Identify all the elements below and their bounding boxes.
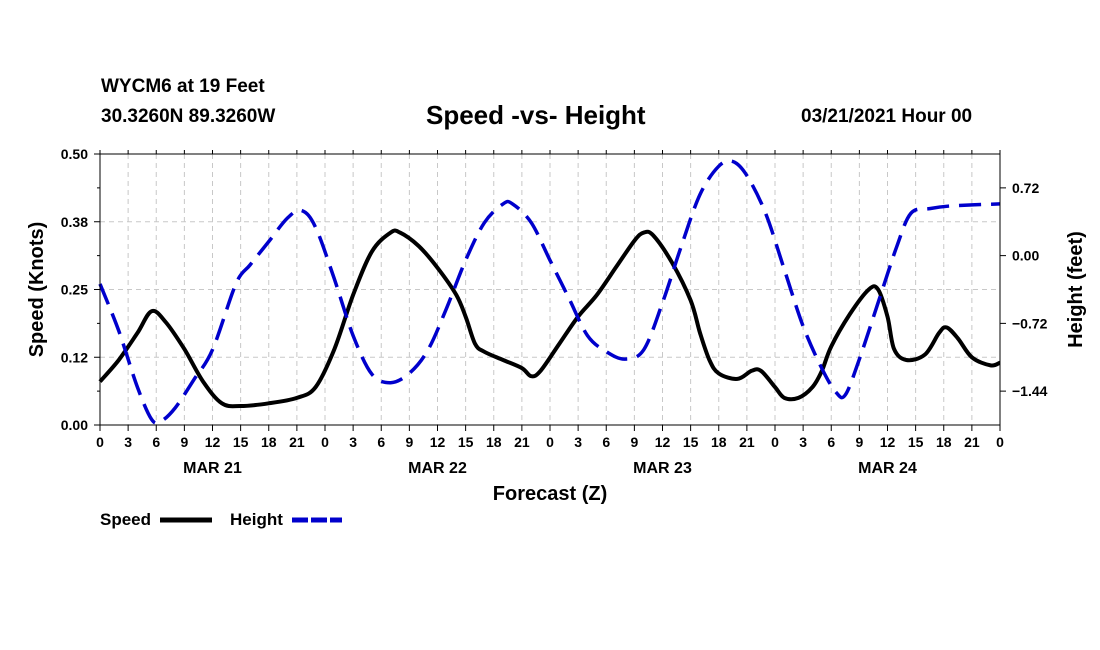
legend: Speed Height xyxy=(100,510,342,529)
x-tick-label: 21 xyxy=(289,434,305,450)
day-label: MAR 22 xyxy=(408,460,467,477)
x-tick-label: 15 xyxy=(458,434,474,450)
y-axis-label-left: Speed (Knots) xyxy=(26,222,48,358)
day-label: MAR 23 xyxy=(633,460,692,477)
x-tick-label: 6 xyxy=(152,434,160,450)
station-label: WYCM6 at 19 Feet xyxy=(101,76,265,97)
x-tick-label: 15 xyxy=(908,434,924,450)
x-tick-label: 9 xyxy=(855,434,863,450)
x-tick-label: 9 xyxy=(630,434,638,450)
legend-label-speed: Speed xyxy=(100,510,151,529)
x-tick-label: 0 xyxy=(771,434,779,450)
chart-title: Speed -vs- Height xyxy=(426,100,646,130)
y-tick-label-right: 0.00 xyxy=(1012,248,1039,264)
x-tick-label: 0 xyxy=(546,434,554,450)
series-line-height xyxy=(98,159,1001,425)
x-tick-label: 15 xyxy=(233,434,249,450)
y-tick-label-right: 0.72 xyxy=(1012,180,1039,196)
x-tick-label: 12 xyxy=(205,434,221,450)
y-tick-label-left: 0.38 xyxy=(61,214,88,230)
x-tick-label: 12 xyxy=(655,434,671,450)
x-tick-label: 12 xyxy=(880,434,896,450)
x-tick-label: 21 xyxy=(514,434,530,450)
x-tick-label: 0 xyxy=(996,434,1004,450)
x-tick-label: 0 xyxy=(96,434,104,450)
y-tick-label-left: 0.25 xyxy=(61,282,88,298)
x-tick-label: 3 xyxy=(349,434,357,450)
x-tick-label: 3 xyxy=(574,434,582,450)
y-tick-label-left: 0.12 xyxy=(61,349,88,365)
x-tick-label: 3 xyxy=(799,434,807,450)
x-tick-label: 21 xyxy=(964,434,980,450)
coords-label: 30.3260N 89.3260W xyxy=(101,106,276,127)
day-label: MAR 21 xyxy=(183,460,242,477)
datetime-label: 03/21/2021 Hour 00 xyxy=(801,106,973,127)
x-tick-label: 18 xyxy=(261,434,277,450)
series-layer xyxy=(98,159,1001,425)
y-tick-label-right: −1.44 xyxy=(1012,383,1048,399)
x-tick-label: 15 xyxy=(683,434,699,450)
x-tick-label: 18 xyxy=(486,434,502,450)
x-tick-label: 18 xyxy=(936,434,952,450)
day-label: MAR 24 xyxy=(858,460,917,477)
x-tick-label: 9 xyxy=(405,434,413,450)
x-tick-label: 12 xyxy=(430,434,446,450)
x-tick-label: 9 xyxy=(180,434,188,450)
x-tick-label: 18 xyxy=(711,434,727,450)
y-axis-label-right: Height (feet) xyxy=(1065,231,1087,348)
y-tick-label-left: 0.00 xyxy=(61,417,88,433)
legend-label-height: Height xyxy=(230,510,283,529)
grid-layer xyxy=(100,154,1000,425)
x-tick-label: 21 xyxy=(739,434,755,450)
x-axis-label: Forecast (Z) xyxy=(493,483,607,505)
series-line-speed xyxy=(98,228,1001,409)
y-tick-label-right: −0.72 xyxy=(1012,315,1048,331)
tick-layer: 0 3 6 9 12 15 18 21 0 3 6 9 12 15 18 21 0 3 6 9 12 15 18 21 0 3 6 9… xyxy=(61,146,1048,477)
x-tick-label: 6 xyxy=(827,434,835,450)
x-tick-label: 3 xyxy=(124,434,132,450)
x-tick-label: 0 xyxy=(321,434,329,450)
x-tick-label: 6 xyxy=(602,434,610,450)
x-tick-label: 6 xyxy=(377,434,385,450)
y-tick-label-left: 0.50 xyxy=(61,146,88,162)
